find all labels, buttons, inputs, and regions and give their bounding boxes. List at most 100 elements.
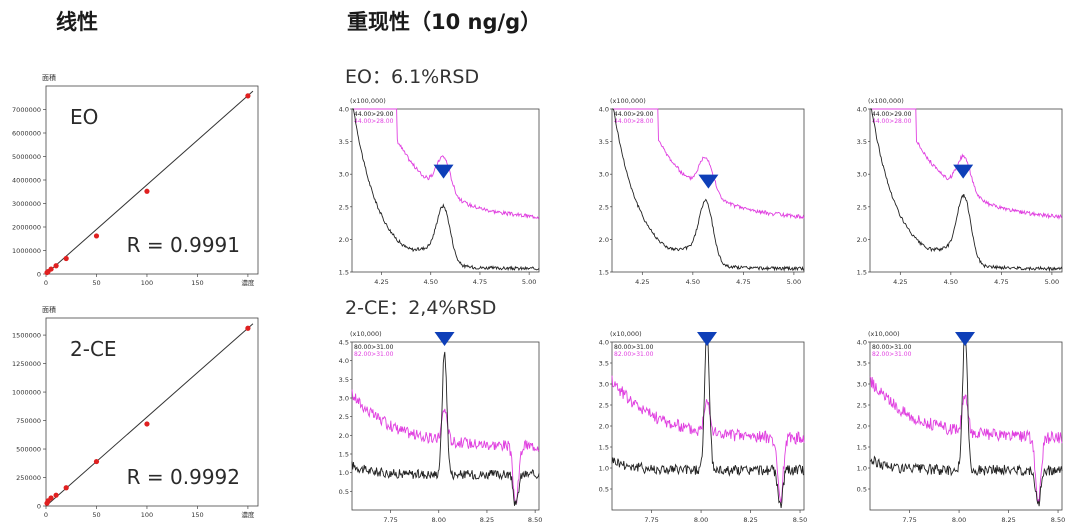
series-label: 82.00>31.00 <box>354 351 394 358</box>
x-tick-label: 8.25 <box>1001 516 1015 524</box>
plot-frame <box>611 108 805 273</box>
y-tick-label: 0.5 <box>339 488 349 496</box>
magenta-trace <box>870 108 1063 220</box>
y-tick-label: 1.5 <box>339 451 349 459</box>
series-label: 44.00>28.00 <box>354 118 394 125</box>
data-point <box>245 93 251 99</box>
y-axis-label: 面積 <box>42 305 56 314</box>
y-tick-label: 3.0 <box>339 171 349 179</box>
series-label: 82.00>31.00 <box>872 351 912 358</box>
x-tick-label: 濃度 <box>241 510 255 519</box>
data-point <box>93 233 100 239</box>
x-tick-label: 5.00 <box>787 278 801 286</box>
peak-marker-icon <box>698 174 719 189</box>
x-tick-label: 8.00 <box>952 516 966 524</box>
y-tick-label: 4000000 <box>12 177 41 185</box>
x-tick-label: 5.00 <box>1045 278 1059 286</box>
y-tick-label: 3.0 <box>857 381 867 389</box>
y-tick-label: 2.5 <box>339 203 349 211</box>
series-label: 44.00>29.00 <box>614 111 654 118</box>
data-point <box>63 485 69 491</box>
y-tick-label: 3.5 <box>857 138 867 146</box>
y-tick-label: 4.0 <box>857 339 867 347</box>
scale-label: (x10,000) <box>868 330 900 338</box>
series-label: 80.00>31.00 <box>614 344 654 351</box>
y-tick-label: 3.0 <box>599 171 609 179</box>
x-tick-label: 4.25 <box>893 278 907 286</box>
x-tick-label: 8.00 <box>694 516 708 524</box>
regression-line <box>45 323 254 507</box>
y-tick-label: 1250000 <box>12 360 41 368</box>
y-tick-label: 0.5 <box>857 486 867 494</box>
x-tick-label: 50 <box>92 511 100 519</box>
plot-frame <box>869 108 1063 273</box>
correlation-label: R = 0.9992 <box>127 465 240 489</box>
regression-line <box>45 90 254 275</box>
black-trace <box>870 341 1063 507</box>
y-axis-label: 面積 <box>42 73 56 82</box>
x-tick-label: 50 <box>92 279 100 287</box>
y-tick-label: 500000 <box>16 446 41 454</box>
magenta-trace <box>352 108 540 220</box>
y-tick-label: 2.0 <box>857 236 867 244</box>
y-tick-label: 1.5 <box>857 269 867 277</box>
y-tick-label: 6000000 <box>12 130 41 138</box>
y-tick-label: 4.0 <box>339 357 349 365</box>
data-point <box>48 495 54 501</box>
x-tick-label: 0 <box>44 279 48 287</box>
x-tick-label: 8.00 <box>432 516 446 524</box>
y-tick-label: 2.0 <box>599 423 609 431</box>
scale-label: (x100,000) <box>350 97 386 105</box>
data-point <box>48 266 54 272</box>
data-point <box>144 188 150 194</box>
black-trace <box>352 108 540 272</box>
data-point <box>144 421 150 427</box>
y-tick-label: 4.0 <box>857 106 867 114</box>
data-point <box>245 325 251 331</box>
x-tick-label: 7.75 <box>383 516 397 524</box>
series-label: 44.00>29.00 <box>354 111 394 118</box>
x-tick-label: 8.25 <box>743 516 757 524</box>
magenta-trace <box>612 108 805 220</box>
y-tick-label: 1.0 <box>339 469 349 477</box>
y-tick-label: 3.5 <box>599 360 609 368</box>
y-tick-label: 1000000 <box>12 389 41 397</box>
y-tick-label: 2.5 <box>857 402 867 410</box>
data-point <box>53 492 59 498</box>
y-tick-label: 2.5 <box>857 203 867 211</box>
y-tick-label: 750000 <box>16 417 41 425</box>
data-point <box>63 255 69 262</box>
peak-marker-icon <box>433 164 454 179</box>
scale-label: (x100,000) <box>868 97 904 105</box>
y-tick-label: 2.5 <box>339 413 349 421</box>
y-tick-label: 5000000 <box>12 153 41 161</box>
series-label: 44.00>28.00 <box>614 118 654 125</box>
plot-frame <box>45 317 259 507</box>
x-tick-label: 8.50 <box>528 516 542 524</box>
peak-marker-icon <box>434 332 455 346</box>
x-tick-label: 4.50 <box>686 278 700 286</box>
x-tick-label: 8.25 <box>480 516 494 524</box>
eo-linearity-chart: 面積 0 1000000 2000000 3000000 4000000 5000000 60… <box>12 73 259 287</box>
plot-frame <box>351 108 540 273</box>
black-trace <box>351 351 540 506</box>
peak-marker-icon <box>953 164 974 179</box>
y-tick-label: 1000000 <box>12 247 41 255</box>
linearity-heading: 线性 <box>56 10 98 34</box>
x-tick-label: 7.75 <box>902 516 916 524</box>
x-tick-label: 150 <box>191 279 203 287</box>
y-tick-label: 2000000 <box>12 224 41 232</box>
y-tick-label: 0 <box>37 271 41 279</box>
magenta-trace <box>611 375 805 503</box>
y-tick-label: 2.0 <box>599 236 609 244</box>
reproducibility-heading: 重现性（10 ng/g） <box>347 10 542 34</box>
y-tick-label: 1.5 <box>599 444 609 452</box>
peak-marker-icon <box>697 332 718 346</box>
y-tick-label: 1.5 <box>339 269 349 277</box>
y-tick-label: 3.5 <box>339 138 349 146</box>
y-tick-label: 1.0 <box>599 465 609 473</box>
plot-frame <box>869 341 1063 511</box>
y-tick-label: 2.5 <box>599 203 609 211</box>
